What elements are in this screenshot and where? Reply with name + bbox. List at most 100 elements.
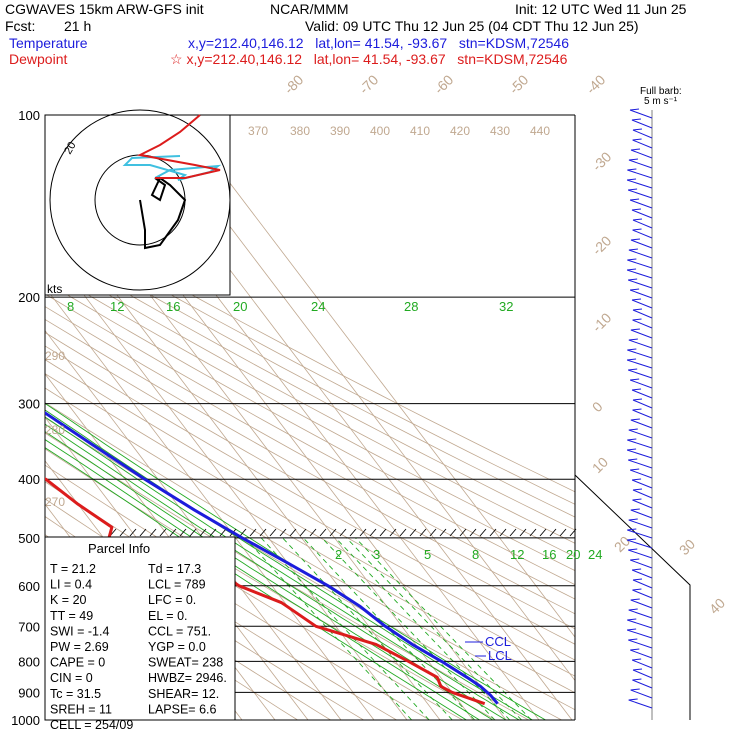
temperature-trace xyxy=(45,411,499,705)
wind-barb-flag xyxy=(627,168,637,171)
wind-barb-flag xyxy=(628,638,638,641)
dry-adiabat-line xyxy=(45,306,575,600)
wind-barb xyxy=(630,599,653,609)
mixing-ratio-label: 16 xyxy=(542,547,556,562)
pressure-label: 600 xyxy=(18,579,40,594)
hatch-tick xyxy=(289,528,297,537)
isotherm-label: -60 xyxy=(431,71,457,97)
wind-barb xyxy=(630,419,653,429)
wind-barb-flag xyxy=(627,538,637,541)
wind-barb xyxy=(626,269,653,279)
dry-adiabat-line xyxy=(45,245,575,531)
pressure-label: 400 xyxy=(18,472,40,487)
wind-barb-flag xyxy=(627,258,637,261)
hatch-tick xyxy=(499,528,507,537)
hatch-tick xyxy=(509,528,517,537)
dewpoint-location: ☆ x,y=212.40,146.12 lat,lon= 41.54, -93.… xyxy=(170,51,568,67)
mixing-ratio-line xyxy=(335,537,511,720)
wind-barb-flag xyxy=(627,528,637,531)
hodograph-ring-outer xyxy=(49,109,231,291)
wind-barb-flag xyxy=(628,548,638,551)
wind-barb xyxy=(631,479,653,489)
mixing-ratio-line xyxy=(282,537,453,720)
parcel-value-right: SWEAT= 238 xyxy=(148,656,223,670)
wind-barb xyxy=(631,659,653,669)
theta-label: 440 xyxy=(530,124,550,138)
wind-barb-flag xyxy=(632,488,643,491)
mixing-ratio-line xyxy=(302,537,476,720)
pressure-label: 300 xyxy=(18,397,40,412)
wind-barb-flag xyxy=(628,338,638,341)
wind-barb-flag xyxy=(626,178,637,181)
temperature-location: x,y=212.40,146.12 lat,lon= 41.54, -93.67… xyxy=(188,35,569,51)
isotherm-label: -80 xyxy=(281,71,307,97)
theta-label: 420 xyxy=(450,124,470,138)
wind-barb-flag xyxy=(629,108,640,111)
dry-adiabat-line xyxy=(45,345,575,645)
isotherm-label: 20 xyxy=(611,533,633,555)
wind-barb-flag xyxy=(628,518,638,521)
hatch-tick xyxy=(249,528,257,537)
wind-barb-flag xyxy=(632,318,642,321)
mixing-ratio-line xyxy=(346,537,522,720)
dry-adiabat-line xyxy=(45,268,575,558)
parcel-info-box: Parcel Info T = 21.2 Td = 17.3 LI = 0.4 LCL … xyxy=(44,536,236,732)
wind-barb xyxy=(632,129,653,139)
parcel-value-left: SWI = -1.4 xyxy=(50,624,109,638)
dry-adiabat-line xyxy=(45,211,575,493)
mixing-ratio-label: 12 xyxy=(510,547,524,562)
hatch-tick xyxy=(339,528,347,537)
hatch-tick xyxy=(479,528,487,537)
wind-barb xyxy=(626,359,653,369)
wind-barb xyxy=(632,669,653,679)
isotherm-line xyxy=(177,115,575,638)
hatch-tick xyxy=(279,528,287,537)
hatch-tick xyxy=(559,528,567,537)
wind-barb xyxy=(632,219,653,229)
hodograph-trace-red xyxy=(136,114,221,179)
wind-barb xyxy=(626,179,653,189)
dewpoint-legend: Dewpoint xyxy=(9,51,68,67)
wind-barb xyxy=(630,509,653,519)
isotherm-label: -40 xyxy=(583,71,609,97)
wind-barb xyxy=(626,539,653,549)
lcl-label: LCL xyxy=(488,648,512,663)
wind-barb xyxy=(632,579,653,589)
isotherm-label: -70 xyxy=(356,71,382,97)
wind-barb xyxy=(627,349,653,359)
wind-barb-flag xyxy=(630,378,640,381)
wind-barb-flag xyxy=(628,278,638,281)
wind-barb xyxy=(629,199,653,209)
wind-barb xyxy=(632,399,653,409)
wind-barb xyxy=(632,679,653,689)
isotherm-line xyxy=(0,115,11,720)
mixing-ratio-label: 8 xyxy=(472,547,479,562)
wind-barb-flag xyxy=(630,558,640,561)
theta-label: 380 xyxy=(290,124,310,138)
wind-barb-flag xyxy=(627,448,637,451)
wind-barb-flag xyxy=(630,148,641,151)
pressure-label: 200 xyxy=(18,290,40,305)
hatch-tick xyxy=(429,528,437,537)
parcel-value-right: LCL = 789 xyxy=(148,578,206,592)
wind-barb xyxy=(628,549,653,559)
wind-barb xyxy=(628,639,653,649)
hatch-tick xyxy=(139,528,147,537)
wind-barb xyxy=(630,239,653,249)
wind-barb xyxy=(630,149,653,159)
wind-barb-flag xyxy=(628,368,638,371)
hatch-tick xyxy=(319,528,327,537)
hodograph: kts 20 xyxy=(44,109,231,296)
hodograph-units: kts xyxy=(47,282,62,296)
moist-adiabat-label: 16 xyxy=(166,299,180,314)
wind-barb-flag xyxy=(631,298,642,301)
hatch-tick xyxy=(179,528,187,537)
wind-barb xyxy=(630,329,653,339)
wind-barb xyxy=(632,489,653,499)
theta-label: 430 xyxy=(490,124,510,138)
wind-barb xyxy=(632,229,653,239)
hatch-tick xyxy=(469,528,477,537)
parcel-value-left: PW = 2.69 xyxy=(50,640,109,654)
hatch-tick xyxy=(159,528,167,537)
